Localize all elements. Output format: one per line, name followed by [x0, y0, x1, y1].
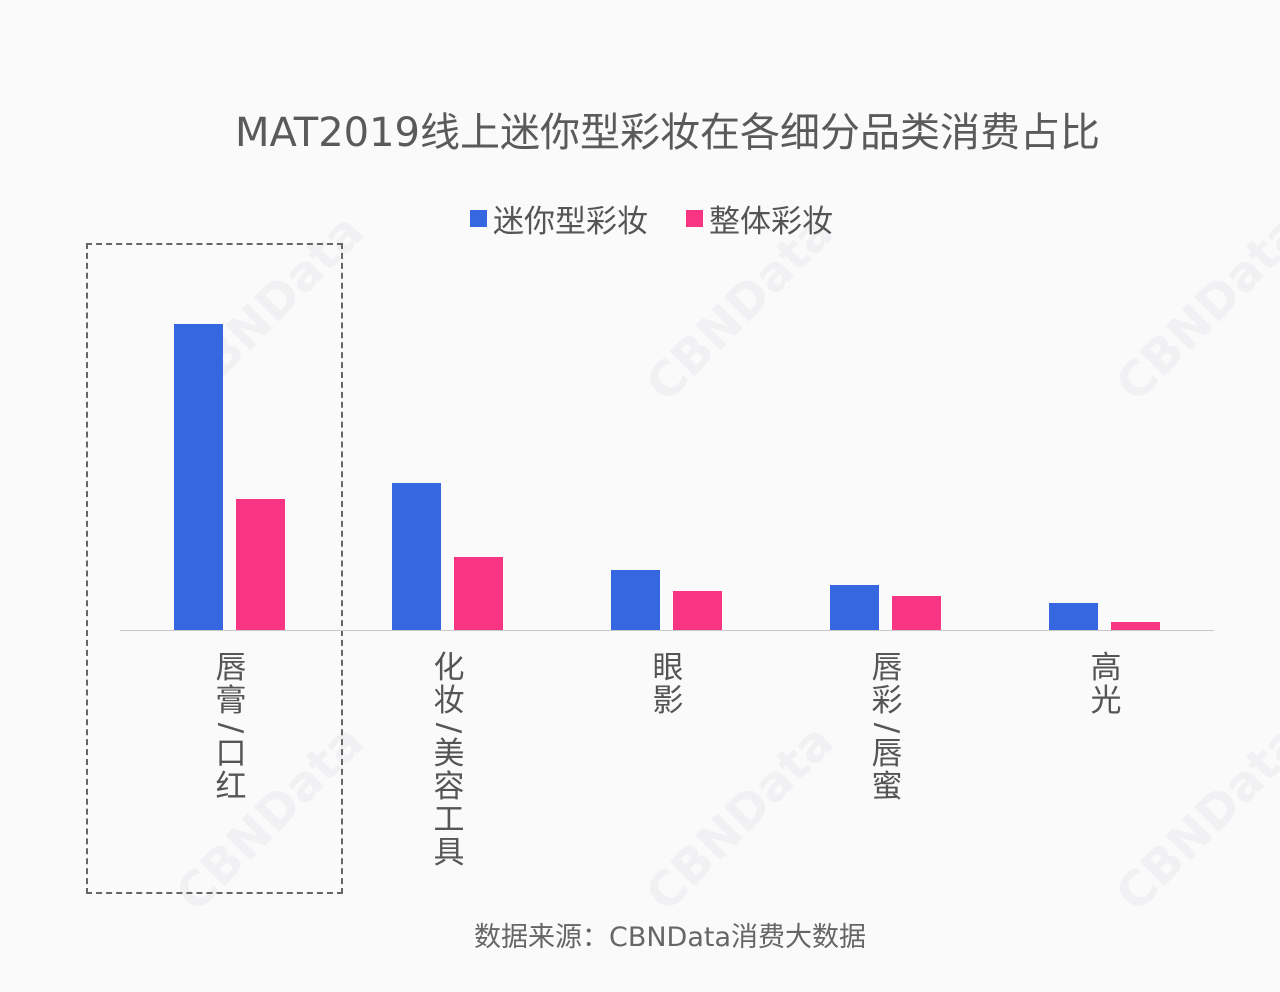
bar	[673, 591, 722, 631]
watermark: CBNData	[635, 713, 845, 923]
legend-item-overall: 整体彩妆	[686, 196, 833, 241]
legend-label-overall: 整体彩妆	[709, 204, 833, 240]
legend-swatch-overall	[686, 210, 703, 227]
source-note: 数据来源：CBNData消费大数据	[473, 922, 867, 953]
x-tick-label: 眼影	[652, 650, 684, 719]
x-tick-label: 唇膏 / 口红	[213, 650, 249, 805]
bar	[392, 483, 441, 631]
bar	[892, 596, 941, 631]
legend-swatch-mini	[470, 210, 487, 227]
bar	[454, 557, 503, 631]
legend-label-mini: 迷你型彩妆	[493, 204, 648, 240]
plot-area	[120, 240, 1214, 631]
x-tick-label: 化妆 / 美容工具	[431, 650, 467, 871]
legend-item-mini: 迷你型彩妆	[470, 196, 648, 241]
watermark: CBNData	[1105, 713, 1280, 923]
bar	[174, 324, 223, 631]
highlight-box	[86, 243, 343, 894]
bar	[1049, 603, 1098, 631]
bar	[1111, 622, 1160, 631]
x-axis-line	[120, 630, 1214, 631]
chart-title: MAT2019线上迷你型彩妆在各细分品类消费占比	[235, 110, 1100, 156]
x-tick-label: 高光	[1090, 650, 1122, 719]
legend: 迷你型彩妆 整体彩妆	[470, 196, 871, 241]
bar	[830, 585, 879, 631]
x-tick-label: 唇彩 / 唇蜜	[869, 650, 905, 805]
bar	[611, 570, 660, 631]
bar	[236, 499, 285, 631]
